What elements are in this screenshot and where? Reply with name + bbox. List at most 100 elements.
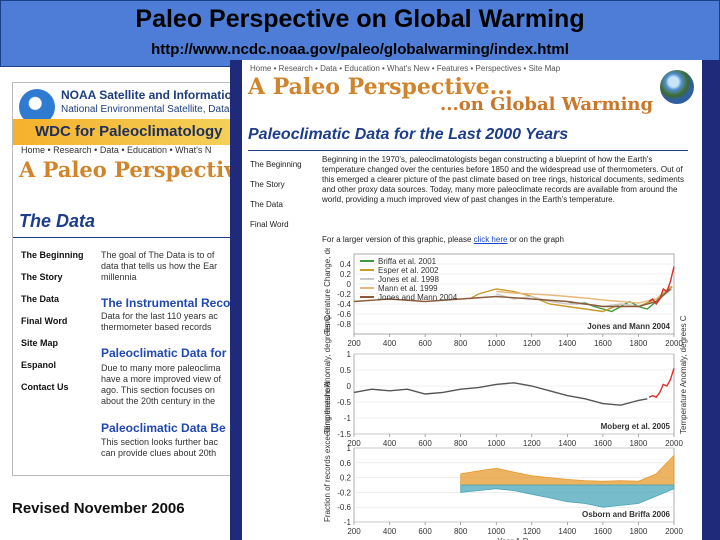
x-tick-label: 800 — [454, 439, 468, 448]
graphic-hint-prefix: For a larger version of this graphic, pl… — [322, 235, 474, 244]
legend-label: Mann et al. 1999 — [378, 284, 438, 293]
y-tick-label: 0 — [347, 280, 352, 289]
y-tick-label: -1 — [344, 518, 352, 527]
y-axis-label: Temperature Anomaly, degrees C — [324, 315, 332, 434]
x-tick-label: 1600 — [594, 527, 612, 536]
front-nav-the-story[interactable]: The Story — [250, 180, 285, 189]
y-tick-label: 0.2 — [340, 474, 352, 483]
front-nav-the-data[interactable]: The Data — [250, 200, 283, 209]
series-line — [648, 266, 675, 306]
y-tick-label: 1 — [347, 444, 352, 453]
climate-graphs[interactable]: 0.4 0.2 0 -0.2 -0.4 -0.6 -0.8 200 400 600 800 1000 1… — [323, 217, 696, 540]
globe-icon — [660, 70, 694, 104]
x-tick-label: 1200 — [523, 527, 541, 536]
x-tick-label: 1000 — [487, 439, 505, 448]
section-text: This section looks further bac — [101, 437, 219, 447]
section-text: ago. This section focuses on — [101, 385, 215, 395]
front-nav-the-beginning[interactable]: The Beginning — [250, 160, 302, 169]
y-tick-label: -1 — [344, 414, 352, 423]
y-axis-label-right: Temperature Anomaly, degrees C — [679, 315, 688, 434]
chart-annotation: Moberg et al. 2005 — [601, 422, 671, 431]
x-axis-label: Year A.D. — [497, 537, 531, 540]
y-tick-label: -0.6 — [337, 310, 351, 319]
intro-line: millennia — [101, 272, 137, 282]
nav-site-map[interactable]: Site Map — [21, 338, 59, 348]
noaa-page-screenshot: NOAA Satellite and Information National … — [12, 82, 240, 476]
x-tick-label: 800 — [454, 527, 468, 536]
back-divider — [13, 237, 239, 238]
y-tick-label: 0.2 — [340, 270, 352, 279]
paleoclimatic-data-beyond-link[interactable]: Paleoclimatic Data Be — [101, 421, 226, 435]
instrumental-record-link[interactable]: The Instrumental Reco — [101, 296, 231, 310]
x-tick-label: 2000 — [665, 439, 683, 448]
paleoclimatic-data-link[interactable]: Paleoclimatic Data for — [101, 346, 227, 360]
nav-the-beginning[interactable]: The Beginning — [21, 250, 84, 260]
wdc-title: WDC for Paleoclimatology — [35, 123, 223, 140]
y-tick-label: 1 — [347, 350, 352, 359]
front-nav-final-word[interactable]: Final Word — [250, 220, 289, 229]
y-tick-label: 0.5 — [340, 366, 352, 375]
x-tick-label: 1400 — [558, 339, 576, 348]
chart-annotation: Osborn and Briffa 2006 — [582, 510, 671, 519]
front-intro-text: Beginning in the 1970's, paleoclimatolog… — [322, 155, 684, 204]
back-top-nav[interactable]: Home • Research • Data • Education • Wha… — [21, 145, 212, 155]
org-line-2: National Environmental Satellite, Data, … — [61, 104, 240, 115]
y-axis-label: Fraction of records exceeding threshold — [324, 381, 332, 522]
series-line — [353, 382, 648, 406]
x-tick-label: 400 — [383, 439, 397, 448]
nav-espanol[interactable]: Espanol — [21, 360, 57, 370]
x-tick-label: 200 — [347, 439, 361, 448]
nav-contact-us[interactable]: Contact Us — [21, 382, 69, 392]
x-tick-label: 1000 — [487, 339, 505, 348]
x-tick-label: 1200 — [523, 339, 541, 348]
y-tick-label: -0.8 — [337, 320, 351, 329]
intro-line: data that tells us how the Ear — [101, 261, 218, 271]
y-tick-label: 0.4 — [340, 260, 352, 269]
x-tick-label: 1400 — [558, 527, 576, 536]
x-tick-label: 1600 — [594, 339, 612, 348]
x-tick-label: 1000 — [487, 527, 505, 536]
graphic-hint: For a larger version of this graphic, pl… — [322, 235, 564, 244]
x-tick-label: 200 — [347, 527, 361, 536]
section-text: have a more improved view of — [101, 374, 222, 384]
x-tick-label: 400 — [383, 527, 397, 536]
y-axis-label: Temperature Change, degrees C — [324, 248, 332, 334]
slide-url[interactable]: http://www.ncdc.noaa.gov/paleo/globalwar… — [151, 41, 569, 58]
x-tick-label: 1200 — [523, 439, 541, 448]
y-tick-label: -0.2 — [337, 290, 351, 299]
front-banner-line-1: A Paleo Perspective... — [248, 74, 513, 100]
y-tick-label: 0.6 — [340, 459, 352, 468]
legend-label: Jones et al. 1998 — [378, 275, 439, 284]
chart-annotation: Jones and Mann 2004 — [587, 322, 670, 331]
revised-date: Revised November 2006 — [12, 500, 185, 517]
x-tick-label: 2000 — [665, 339, 683, 348]
x-tick-label: 800 — [454, 339, 468, 348]
legend-label: Briffa et al. 2001 — [378, 257, 437, 266]
nav-the-story[interactable]: The Story — [21, 272, 63, 282]
legend-label: Jones and Mann 2004 — [378, 293, 458, 302]
nav-final-word[interactable]: Final Word — [21, 316, 68, 326]
series-area — [460, 454, 675, 486]
series-area — [460, 484, 675, 508]
series-line — [496, 285, 671, 304]
series-line — [648, 368, 675, 399]
section-text: Due to many more paleoclima — [101, 363, 221, 373]
section-text: Data for the last 110 years ac — [101, 311, 218, 321]
x-tick-label: 1400 — [558, 439, 576, 448]
x-tick-label: 600 — [418, 439, 432, 448]
y-tick-label: -0.5 — [337, 398, 351, 407]
nav-the-data[interactable]: The Data — [21, 294, 60, 304]
click-here-link[interactable]: click here — [473, 235, 508, 244]
series-line — [353, 288, 671, 308]
slide-title-bar: Paleo Perspective on Global Warming http… — [0, 0, 720, 67]
graphic-hint-suffix: or on the graph — [507, 235, 564, 244]
front-divider — [248, 150, 688, 151]
front-top-nav[interactable]: Home • Research • Data • Education • Wha… — [250, 64, 561, 73]
section-text: thermometer based records — [101, 322, 212, 332]
x-tick-label: 200 — [347, 339, 361, 348]
ncdc-page-screenshot: Home • Research • Data • Education • Wha… — [230, 60, 720, 540]
x-tick-label: 1800 — [630, 527, 648, 536]
legend-label: Esper et al. 2002 — [378, 266, 439, 275]
back-section-title: The Data — [19, 211, 96, 231]
